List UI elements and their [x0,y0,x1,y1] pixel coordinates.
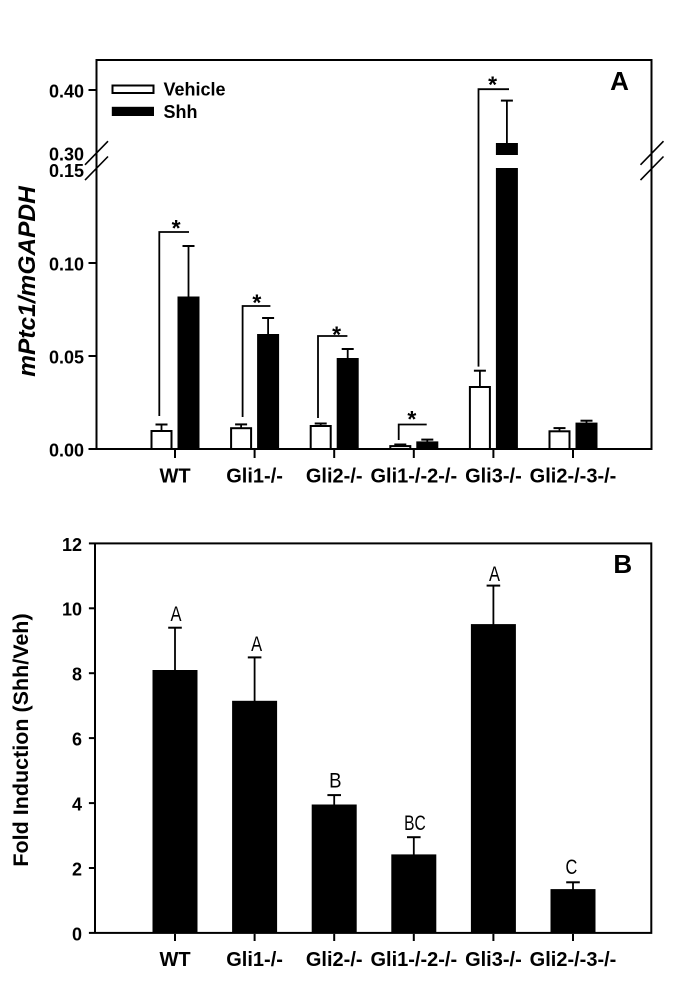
svg-text:*: * [172,215,181,241]
svg-text:Gli3-/-: Gli3-/- [465,949,522,971]
svg-text:0: 0 [72,924,82,944]
svg-text:A: A [610,66,629,96]
svg-text:Gli3-/-: Gli3-/- [465,466,522,488]
svg-text:0.00: 0.00 [49,440,84,460]
svg-text:WT: WT [159,949,190,971]
svg-text:B: B [613,549,632,579]
svg-text:0.30: 0.30 [49,144,84,164]
svg-text:BC: BC [404,812,426,835]
svg-text:Vehicle: Vehicle [164,80,226,100]
svg-text:C: C [566,856,578,879]
svg-text:Fold Induction (Shh/Veh): Fold Induction (Shh/Veh) [9,613,33,866]
svg-text:10: 10 [62,600,82,620]
svg-text:A: A [251,633,262,656]
svg-text:*: * [252,290,261,316]
svg-text:Gli1-/-2-/-: Gli1-/-2-/- [370,949,457,971]
svg-text:0.05: 0.05 [49,347,84,367]
svg-text:Gli2-/-3-/-: Gli2-/-3-/- [530,466,617,488]
svg-text:*: * [488,71,497,97]
svg-text:2: 2 [72,859,82,879]
svg-text:Gli1-/-: Gli1-/- [226,949,283,971]
svg-text:A: A [489,563,500,586]
svg-text:*: * [407,406,416,432]
svg-text:Gli1-/-: Gli1-/- [226,466,283,488]
svg-text:6: 6 [72,730,82,750]
svg-text:Shh: Shh [164,102,198,122]
svg-text:12: 12 [62,535,82,555]
svg-text:WT: WT [159,466,190,488]
svg-text:8: 8 [72,665,82,685]
svg-text:*: * [332,321,341,347]
svg-text:0.10: 0.10 [49,254,84,274]
svg-text:0.40: 0.40 [49,81,84,101]
svg-text:A: A [171,603,182,626]
svg-text:4: 4 [72,795,82,815]
svg-text:Gli1-/-2-/-: Gli1-/-2-/- [370,466,457,488]
svg-text:mPtc1/mGAPDH: mPtc1/mGAPDH [14,185,41,377]
svg-text:0.15: 0.15 [49,161,84,181]
svg-text:B: B [329,770,341,793]
svg-text:Gli2-/-3-/-: Gli2-/-3-/- [530,949,617,971]
svg-text:Gli2-/-: Gli2-/- [306,466,363,488]
svg-text:Gli2-/-: Gli2-/- [306,949,363,971]
